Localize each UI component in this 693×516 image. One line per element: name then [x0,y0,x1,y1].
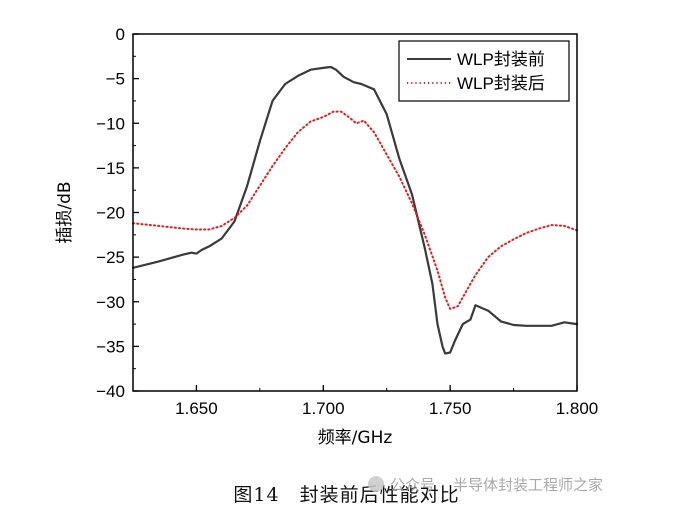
series-line-2 [132,110,578,310]
watermark-right: 半导体封装工程师之家 [453,476,604,494]
x-tick-label: 1.750 [429,399,472,418]
watermark: 公众号 半导体封装工程师之家 [368,474,603,495]
y-tick-label: −20 [96,204,125,223]
y-tick-label: −5 [106,70,125,89]
y-tick-label: −10 [96,114,125,133]
plot-area [131,65,579,355]
x-tick-label: 1.650 [175,399,218,418]
y-tick-label: −40 [96,382,125,401]
y-tick-label: 0 [116,25,125,44]
y-tick-label: −35 [96,337,125,356]
y-tick-label: −25 [96,248,125,267]
watermark-left: 公众号 [390,476,436,494]
x-tick-label: 1.800 [556,399,599,418]
x-axis-label: 频率/GHz [318,428,393,448]
figure-caption: 图14 封装前后性能对比 [233,484,460,506]
legend-label-1: WLP封装前 [457,50,545,69]
series-line-1 [131,65,579,355]
axes: 1.650 1.700 1.750 1.800 0 −5 −10 −15 −20 −25 −30 −3… [55,25,598,448]
x-tick-label: 1.700 [302,399,345,418]
y-tick-label: −30 [96,293,125,312]
legend-label-2: WLP封装后 [457,74,545,93]
y-tick-label: −15 [96,159,125,178]
y-axis-label: 插损/dB [55,181,75,243]
wechat-icon [368,476,384,492]
legend: WLP封装前 WLP封装后 [398,40,570,102]
legend-box [398,40,570,102]
